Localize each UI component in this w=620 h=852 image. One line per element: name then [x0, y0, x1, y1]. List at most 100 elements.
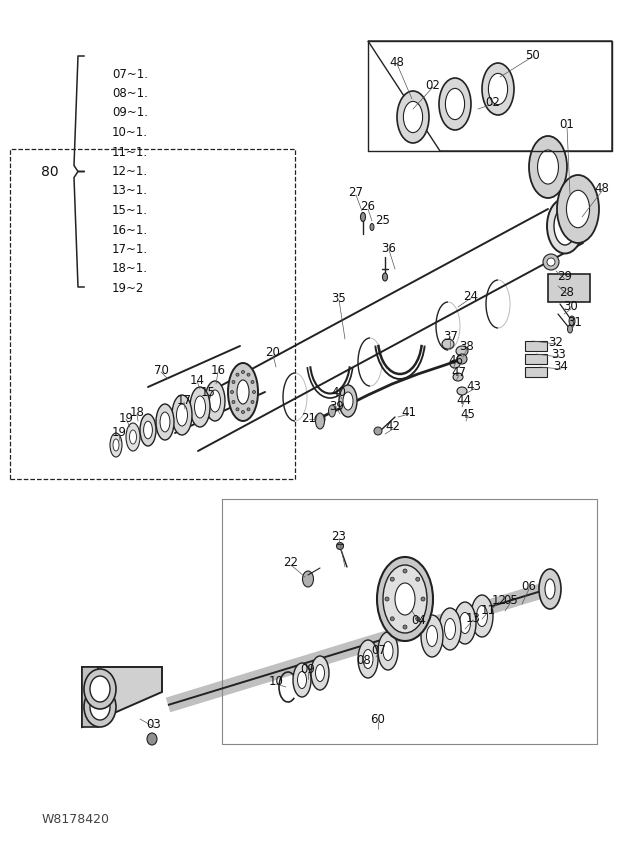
- Text: 02: 02: [485, 95, 500, 108]
- Ellipse shape: [569, 317, 575, 326]
- Ellipse shape: [252, 391, 255, 394]
- Text: 08~1.: 08~1.: [112, 87, 148, 100]
- Text: 46: 46: [448, 353, 464, 366]
- Ellipse shape: [242, 371, 244, 374]
- Ellipse shape: [421, 615, 443, 657]
- Text: 21: 21: [301, 411, 316, 424]
- Text: 17~1.: 17~1.: [112, 243, 148, 256]
- Ellipse shape: [442, 340, 454, 349]
- Ellipse shape: [210, 390, 221, 412]
- Ellipse shape: [251, 401, 254, 404]
- Ellipse shape: [567, 325, 572, 334]
- Ellipse shape: [360, 213, 366, 222]
- Text: 01: 01: [560, 118, 575, 131]
- Ellipse shape: [177, 405, 187, 427]
- Polygon shape: [82, 667, 98, 727]
- Ellipse shape: [383, 566, 427, 633]
- Ellipse shape: [457, 388, 467, 395]
- Text: 16: 16: [211, 363, 226, 376]
- Polygon shape: [82, 667, 162, 727]
- Ellipse shape: [547, 199, 583, 254]
- Ellipse shape: [383, 642, 393, 660]
- Ellipse shape: [316, 665, 324, 682]
- Ellipse shape: [439, 608, 461, 650]
- Text: W8178420: W8178420: [42, 813, 110, 826]
- Ellipse shape: [557, 176, 599, 244]
- Ellipse shape: [403, 569, 407, 573]
- Ellipse shape: [236, 408, 239, 412]
- Ellipse shape: [482, 64, 514, 116]
- Ellipse shape: [251, 381, 254, 384]
- Ellipse shape: [110, 434, 122, 458]
- Bar: [548, 274, 590, 302]
- Ellipse shape: [236, 374, 239, 377]
- Text: 40: 40: [332, 385, 347, 398]
- Ellipse shape: [160, 412, 170, 433]
- Text: 10~1.: 10~1.: [112, 126, 148, 139]
- Text: 11: 11: [480, 603, 495, 616]
- Text: 08: 08: [356, 653, 371, 665]
- Bar: [525, 342, 547, 352]
- Ellipse shape: [232, 381, 235, 384]
- Ellipse shape: [374, 428, 382, 435]
- Ellipse shape: [567, 191, 590, 228]
- Ellipse shape: [329, 406, 335, 417]
- Text: 44: 44: [456, 393, 471, 406]
- Text: 23: 23: [332, 530, 347, 543]
- Ellipse shape: [84, 688, 116, 727]
- Text: 37: 37: [443, 330, 458, 343]
- Ellipse shape: [477, 606, 487, 627]
- Ellipse shape: [427, 625, 438, 647]
- Text: 50: 50: [525, 49, 539, 61]
- Ellipse shape: [237, 381, 249, 405]
- Text: 70: 70: [154, 363, 169, 376]
- Text: 27: 27: [348, 187, 363, 199]
- Text: 12~1.: 12~1.: [112, 164, 148, 178]
- Ellipse shape: [547, 259, 555, 267]
- Text: 80: 80: [41, 165, 59, 179]
- Text: 04: 04: [412, 613, 427, 625]
- Text: 11~1.: 11~1.: [112, 146, 148, 158]
- Text: 28: 28: [560, 285, 575, 298]
- Ellipse shape: [453, 373, 463, 382]
- Text: 18: 18: [130, 405, 144, 418]
- Ellipse shape: [205, 382, 225, 422]
- Ellipse shape: [489, 74, 508, 106]
- Ellipse shape: [421, 597, 425, 602]
- Ellipse shape: [377, 557, 433, 642]
- Text: 19: 19: [118, 411, 133, 424]
- Text: 38: 38: [459, 340, 474, 353]
- Text: 25: 25: [376, 213, 391, 227]
- Ellipse shape: [459, 613, 471, 634]
- Ellipse shape: [554, 208, 576, 245]
- Text: 41: 41: [402, 405, 417, 418]
- Bar: [525, 367, 547, 377]
- Ellipse shape: [144, 422, 153, 440]
- Ellipse shape: [539, 569, 561, 609]
- Text: 14: 14: [190, 373, 205, 386]
- Text: 39: 39: [330, 400, 345, 413]
- Ellipse shape: [457, 354, 467, 365]
- Text: 35: 35: [332, 291, 347, 304]
- Text: 36: 36: [381, 241, 396, 254]
- Bar: [525, 354, 547, 365]
- Ellipse shape: [439, 79, 471, 131]
- Text: 13: 13: [466, 611, 480, 624]
- Ellipse shape: [404, 102, 423, 134]
- Ellipse shape: [383, 273, 388, 282]
- Text: 09~1.: 09~1.: [112, 106, 148, 119]
- Ellipse shape: [343, 393, 353, 411]
- Text: 60: 60: [371, 712, 386, 726]
- Text: 47: 47: [451, 366, 466, 379]
- Text: 42: 42: [386, 420, 401, 433]
- Ellipse shape: [315, 415, 325, 424]
- Ellipse shape: [242, 411, 244, 414]
- Ellipse shape: [445, 619, 456, 640]
- Ellipse shape: [454, 602, 476, 644]
- Ellipse shape: [311, 656, 329, 690]
- Text: 16~1.: 16~1.: [112, 223, 148, 236]
- Text: 43: 43: [467, 380, 482, 393]
- Ellipse shape: [385, 597, 389, 602]
- Ellipse shape: [471, 596, 493, 637]
- Text: 12: 12: [492, 593, 507, 606]
